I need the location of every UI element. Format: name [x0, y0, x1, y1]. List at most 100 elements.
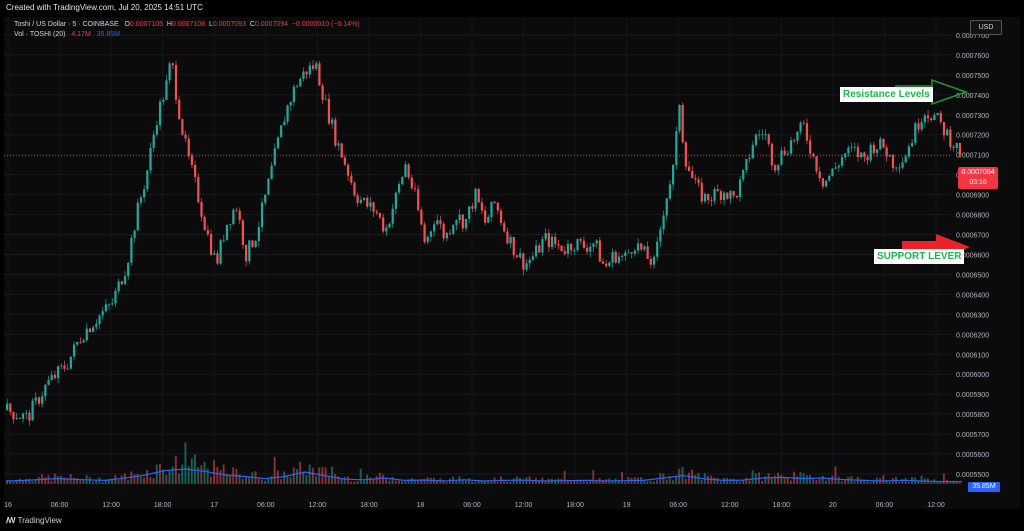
candle-body — [926, 115, 930, 119]
symbol-label[interactable]: Toshi / US Dollar · 5 · COINBASE — [14, 21, 119, 28]
candle-body — [595, 240, 598, 244]
tradingview-logo[interactable]: ꟿ TradingView — [6, 516, 62, 525]
volume-bar — [184, 442, 187, 484]
volume-bar — [238, 474, 241, 484]
volume-bar — [764, 476, 767, 484]
volume-bar — [942, 473, 945, 484]
volume-bar — [63, 477, 66, 484]
y-tick-label: 0.0007500 — [956, 73, 989, 80]
candle-body — [245, 244, 248, 262]
volume-bar — [773, 475, 776, 484]
volume-bar — [624, 481, 627, 484]
volume-bar — [413, 479, 416, 484]
y-tick-label: 0.0006700 — [956, 233, 989, 240]
volume-bar — [496, 482, 499, 484]
volume-bar — [952, 480, 955, 484]
candle-body — [200, 202, 203, 217]
candle-body — [6, 403, 9, 411]
volume-bar — [66, 478, 69, 484]
volume-bar — [512, 478, 515, 484]
candle-body — [630, 252, 633, 254]
volume-bar — [888, 481, 891, 484]
volume-bar — [649, 480, 652, 484]
candle-body — [872, 144, 876, 153]
volume-bar — [203, 461, 206, 484]
candle-body — [474, 188, 477, 209]
candle-body — [439, 220, 442, 224]
chart-canvas[interactable]: 0.0007700 0.0007600 0.0007500 0.0007400 0.00… — [4, 17, 1020, 509]
volume-bar — [391, 476, 394, 484]
volume-bar — [789, 480, 792, 484]
volume-bar — [796, 476, 799, 484]
volume-bar — [219, 470, 222, 484]
candle-body — [41, 396, 44, 404]
candle-body — [302, 71, 305, 79]
candle-body — [818, 171, 821, 179]
x-tick-label: 20 — [829, 502, 837, 509]
volume-bar — [735, 480, 738, 484]
currency-button[interactable]: USD — [970, 20, 1002, 35]
candle-body — [681, 104, 684, 143]
volume-bar — [401, 481, 404, 484]
candle-body — [413, 188, 417, 190]
volume-indicator-label[interactable]: Vol · TOSHI (20) — [14, 31, 66, 38]
volume-bar — [343, 476, 346, 484]
volume-bar — [295, 469, 298, 484]
volume-bar — [302, 471, 305, 484]
volume-bar — [713, 477, 716, 484]
y-tick-label: 0.0007100 — [956, 153, 989, 160]
x-tick-label: 16 — [4, 502, 12, 509]
candle-body — [372, 202, 375, 212]
volume-bar — [783, 478, 786, 484]
candle-body — [719, 191, 723, 201]
candle-body — [901, 162, 904, 168]
candle-body — [69, 356, 72, 369]
candle-body — [534, 245, 538, 257]
candle-body — [445, 233, 448, 239]
candle-body — [815, 156, 818, 172]
candle-body — [860, 152, 863, 158]
candle-body — [130, 237, 133, 263]
y-tick-label: 0.0006400 — [956, 292, 989, 299]
volume-bar — [9, 481, 12, 484]
candle-body — [907, 146, 911, 157]
y-tick-label: 0.0006800 — [956, 213, 989, 220]
candle-body — [388, 223, 391, 228]
candle-body — [675, 131, 678, 165]
candle-body — [72, 344, 76, 357]
candle-body — [668, 184, 672, 199]
volume-bar — [92, 481, 94, 484]
candle-body — [225, 224, 229, 240]
volume-bar — [448, 478, 451, 484]
volume-bar — [668, 476, 671, 484]
volume-bar — [442, 479, 445, 484]
candle-body — [875, 149, 879, 153]
candle-body — [538, 245, 541, 253]
volume-bar — [719, 481, 722, 484]
volume-bar — [289, 477, 292, 484]
tradingview-logo-icon: ꟿ — [6, 516, 16, 525]
candle-body — [783, 150, 786, 155]
candle-body — [942, 122, 946, 136]
x-tick-label: 12:00 — [515, 502, 533, 509]
volume-bar — [382, 474, 384, 484]
candle-body — [257, 226, 260, 242]
volume-bar — [519, 477, 521, 484]
candle-body — [729, 191, 732, 199]
candle-body — [748, 158, 751, 160]
volume-bar — [844, 479, 847, 484]
candle-body — [484, 210, 487, 223]
volume-bar — [455, 480, 458, 484]
volume-bar — [869, 482, 872, 484]
volume-bar — [665, 479, 668, 484]
candle-body — [190, 155, 194, 165]
volume-bar — [738, 481, 741, 484]
candle-body — [547, 232, 550, 248]
volume-bar — [809, 474, 811, 484]
volume-bar — [643, 479, 646, 484]
volume-bar — [821, 475, 824, 484]
candle-body — [758, 134, 761, 136]
chart-pane[interactable]: 0.0007700 0.0007600 0.0007500 0.0007400 0.00… — [4, 17, 1020, 509]
candle-body — [162, 99, 165, 102]
candle-body — [350, 175, 353, 183]
